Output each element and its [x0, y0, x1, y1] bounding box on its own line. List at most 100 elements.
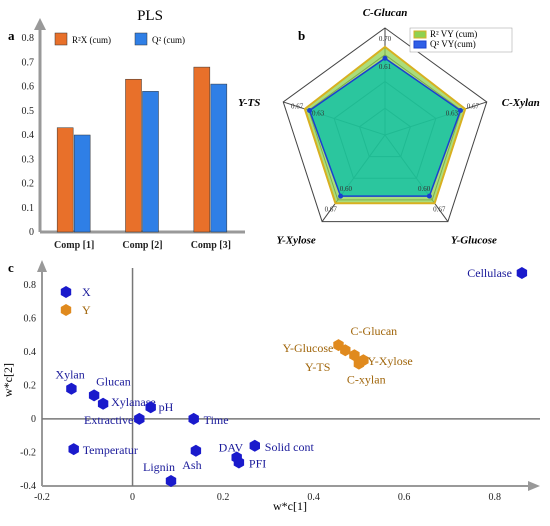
radar-legend-swatch [413, 30, 427, 39]
scatter-legend-label: Y [82, 303, 91, 317]
scatter-point-label: Time [204, 413, 229, 427]
radar-axis-label: Y-Xylose [276, 235, 315, 247]
scatter-point-label: Glucan [96, 374, 131, 388]
bar [73, 134, 91, 233]
scatter-y-tick-label: -0.2 [20, 447, 36, 458]
bar-y-tick-label: 0.8 [22, 33, 35, 44]
radar-value-label: 0.63 [446, 109, 459, 117]
scatter-point-label: Cellulase [467, 266, 512, 280]
scatter-y-tick-label: 0 [31, 414, 36, 425]
bar-legend-swatch [134, 32, 148, 46]
bar-legend-swatch [54, 32, 68, 46]
scatter-point [97, 397, 109, 410]
scatter-point-label: Extractive [84, 413, 133, 427]
scatter-point [349, 349, 360, 362]
radar-point [457, 107, 463, 113]
scatter-x-axis-arrow [528, 481, 540, 491]
scatter-point [145, 401, 156, 414]
scatter-point [134, 412, 145, 425]
scatter-point [516, 267, 528, 279]
radar-value-label: 0.67 [467, 102, 480, 110]
scatter-legend-marker [60, 286, 72, 298]
panel-c-scatter-plot: c -0.2 0 0.2 0.4 0.6 0.8-0.4-0.200.20.40.60.8… [1, 260, 540, 513]
scatter-legend-marker [60, 304, 72, 316]
radar-axis-label: Y-TS [238, 97, 260, 109]
radar-series-area [308, 57, 462, 197]
bar-y-tick-label: 0.5 [22, 106, 35, 117]
scatter-point [190, 444, 202, 457]
radar-legend-label: Q² VY(cum) [430, 39, 476, 49]
panel-c-label: c [8, 260, 14, 275]
scatter-y-axis-label: w*c[2] [1, 363, 15, 397]
bar-legend-label: R²X (cum) [72, 35, 111, 45]
panel-a-bar-chart: a PLS 0 0.1 0.2 0.3 0.4 0.5 0.6 0.7 0.8 Comp [1]… [8, 8, 245, 251]
scatter-x-axis-label: w*c[1] [273, 499, 307, 513]
bar-y-tick-label: 0 [29, 227, 34, 238]
bar-category-label: Comp [2] [122, 240, 162, 251]
scatter-point-label: Y-Xylose [367, 354, 412, 368]
scatter-point [165, 475, 177, 487]
bar [193, 66, 211, 233]
radar-value-label: 0.70 [379, 35, 392, 43]
radar-value-label: 0.60 [418, 185, 431, 193]
scatter-y-tick-label: 0.8 [24, 280, 37, 291]
panel-b-label: b [298, 28, 305, 43]
scatter-point-label: C-Glucan [351, 324, 398, 338]
scatter-y-tick-label: 0.4 [24, 347, 37, 358]
radar-grid-ring [282, 27, 488, 223]
bar-category-label: Comp [3] [191, 240, 231, 251]
scatter-point-label: PFI [249, 457, 266, 471]
radar-value-label: 0.67 [291, 102, 304, 110]
bar-y-tick-label: 0.2 [22, 179, 35, 190]
radar-value-label: 0.61 [379, 63, 392, 71]
scatter-point-label: Temperatur [83, 443, 138, 457]
scatter-legend-label: X [82, 285, 91, 299]
scatter-point [249, 439, 260, 452]
radar-axis-label: Y-Glucose [451, 235, 497, 247]
bar-category-label: Comp [1] [54, 240, 94, 251]
radar-legend-label: R² VY (cum) [430, 29, 477, 39]
scatter-point-label: Xylan [55, 368, 84, 382]
radar-point [426, 193, 432, 199]
scatter-point [233, 456, 245, 469]
bar-y-tick-label: 0.7 [22, 57, 35, 68]
radar-point [382, 55, 388, 61]
bar-y-tick-label: 0.4 [22, 130, 35, 141]
radar-legend-swatch [413, 40, 427, 49]
bar [125, 78, 142, 233]
radar-point [338, 193, 344, 199]
radar-value-label: 0.60 [340, 185, 353, 193]
scatter-point [353, 357, 365, 370]
radar-point [307, 107, 313, 113]
panel-a-label: a [8, 28, 15, 43]
scatter-y-tick-label: 0.6 [24, 313, 37, 324]
bar [210, 83, 228, 233]
scatter-point [68, 443, 79, 456]
bar [56, 127, 74, 233]
scatter-point-label: Xylanase [111, 395, 156, 409]
scatter-y-tick-label: 0.2 [24, 380, 37, 391]
scatter-point-label: pH [159, 400, 174, 414]
scatter-x-tick-label: 0 [130, 492, 135, 503]
bar-y-axis-arrow [34, 18, 46, 30]
radar-value-label: 0.67 [433, 206, 446, 214]
scatter-point-label: Y-TS [305, 360, 330, 374]
scatter-x-tick-label: 0.8 [488, 492, 501, 503]
scatter-x-tick-label: -0.2 [34, 492, 50, 503]
scatter-point-label: Solid cont [265, 440, 315, 454]
scatter-point-label: Ash [182, 458, 201, 472]
scatter-point-label: Y-Glucose [283, 341, 334, 355]
scatter-x-tick-label: 0.6 [398, 492, 411, 503]
scatter-y-axis-arrow [37, 260, 47, 272]
bar-chart-title: PLS [137, 8, 163, 24]
bar [142, 91, 159, 233]
radar-axis-label: C-Glucan [363, 7, 408, 19]
scatter-point [340, 344, 351, 357]
bar-y-tick-label: 0.1 [22, 203, 35, 214]
panel-b-radar-chart: b 0.70 0.67 0.67 0.67 0.67 0.61 0.63 0.60 0.60 0.… [238, 7, 540, 247]
scatter-point-label: C-xylan [347, 373, 386, 387]
bar-legend-label: Q² (cum) [152, 35, 185, 45]
scatter-point [66, 382, 77, 395]
bar-y-tick-label: 0.6 [22, 82, 35, 93]
